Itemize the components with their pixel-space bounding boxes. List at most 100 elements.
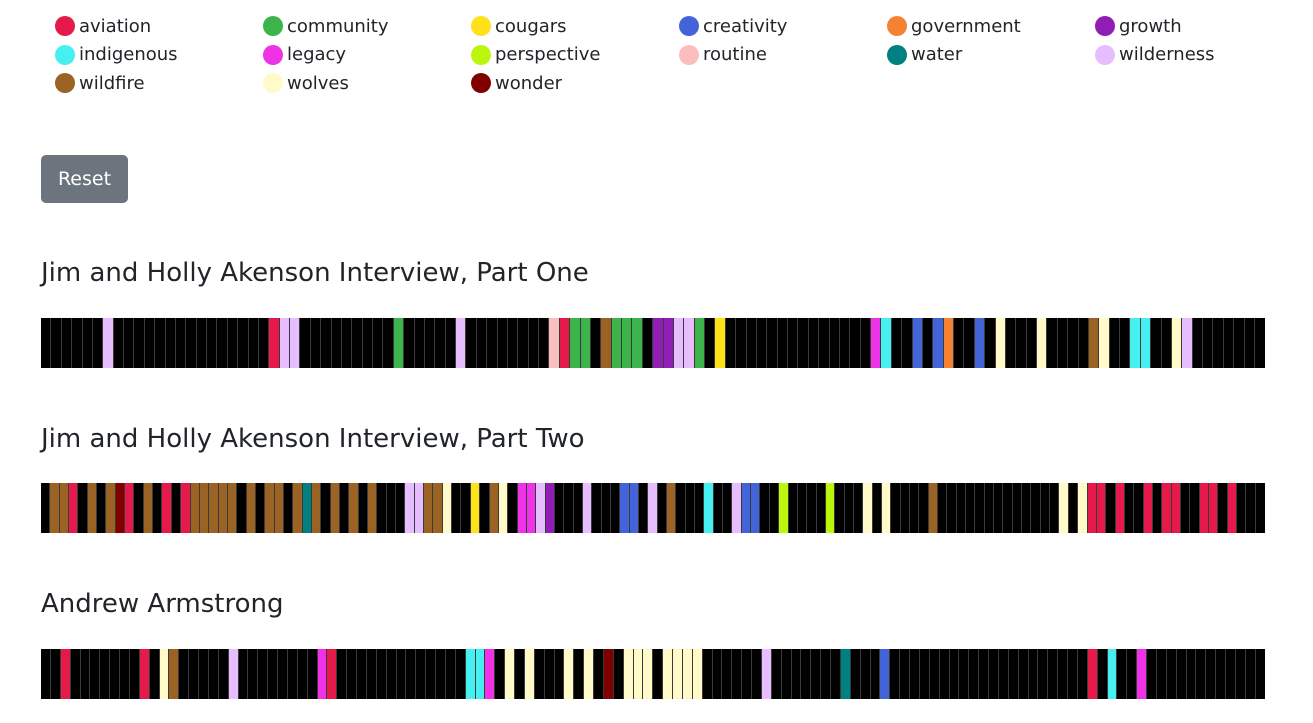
segment-untagged[interactable]: [466, 318, 477, 368]
segment-untagged[interactable]: [712, 649, 723, 699]
segment-untagged[interactable]: [821, 649, 831, 699]
segment-untagged[interactable]: [248, 318, 259, 368]
legend-item-wildfire[interactable]: wildfire: [55, 69, 263, 97]
segment-untagged[interactable]: [797, 483, 808, 533]
segment-untagged[interactable]: [573, 483, 583, 533]
segment-untagged[interactable]: [1196, 649, 1207, 699]
segment-untagged[interactable]: [92, 318, 104, 368]
segment-growth[interactable]: [653, 318, 664, 368]
segment-untagged[interactable]: [134, 483, 144, 533]
segment-untagged[interactable]: [723, 483, 733, 533]
segment-untagged[interactable]: [959, 649, 970, 699]
segment-untagged[interactable]: [300, 318, 311, 368]
legend-item-wonder[interactable]: wonder: [471, 69, 679, 97]
segment-untagged[interactable]: [816, 483, 826, 533]
segment-untagged[interactable]: [1077, 649, 1088, 699]
segment-wolves[interactable]: [505, 649, 515, 699]
segment-untagged[interactable]: [964, 318, 975, 368]
segment-untagged[interactable]: [798, 318, 809, 368]
segment-wolves[interactable]: [673, 649, 683, 699]
segment-untagged[interactable]: [592, 483, 602, 533]
segment-untagged[interactable]: [574, 649, 585, 699]
segment-untagged[interactable]: [1255, 649, 1265, 699]
segment-untagged[interactable]: [713, 483, 724, 533]
segment-legacy[interactable]: [485, 649, 496, 699]
segment-legacy[interactable]: [517, 483, 527, 533]
segment-untagged[interactable]: [949, 649, 960, 699]
segment-wolves[interactable]: [524, 649, 535, 699]
segment-wilderness[interactable]: [761, 649, 772, 699]
segment-wilderness[interactable]: [103, 318, 114, 368]
segment-aviation[interactable]: [69, 483, 79, 533]
segment-untagged[interactable]: [639, 483, 649, 533]
segment-untagged[interactable]: [113, 318, 124, 368]
legend-item-water[interactable]: water: [887, 41, 1095, 69]
segment-untagged[interactable]: [1048, 649, 1059, 699]
segment-untagged[interactable]: [922, 318, 934, 368]
segment-untagged[interactable]: [507, 318, 519, 368]
segment-untagged[interactable]: [938, 483, 948, 533]
segment-untagged[interactable]: [984, 483, 995, 533]
segment-wildfire[interactable]: [265, 483, 275, 533]
segment-untagged[interactable]: [528, 318, 539, 368]
segment-untagged[interactable]: [110, 649, 120, 699]
segment-untagged[interactable]: [601, 483, 611, 533]
segment-routine[interactable]: [549, 318, 560, 368]
segment-untagged[interactable]: [860, 318, 871, 368]
segment-untagged[interactable]: [1244, 318, 1255, 368]
segment-aviation[interactable]: [1162, 483, 1172, 533]
segment-untagged[interactable]: [1152, 483, 1163, 533]
segment-untagged[interactable]: [1234, 318, 1245, 368]
segment-aviation[interactable]: [269, 318, 280, 368]
segment-untagged[interactable]: [416, 649, 427, 699]
segment-untagged[interactable]: [1012, 483, 1023, 533]
segment-untagged[interactable]: [175, 318, 187, 368]
segment-untagged[interactable]: [41, 649, 51, 699]
segment-untagged[interactable]: [1176, 649, 1187, 699]
segment-wildfire[interactable]: [169, 649, 180, 699]
segment-untagged[interactable]: [760, 483, 770, 533]
legend-item-routine[interactable]: routine: [679, 41, 887, 69]
segment-wolves[interactable]: [1078, 483, 1088, 533]
segment-wildfire[interactable]: [928, 483, 938, 533]
segment-untagged[interactable]: [1255, 483, 1265, 533]
segment-wonder[interactable]: [603, 649, 614, 699]
segment-untagged[interactable]: [539, 318, 550, 368]
segment-untagged[interactable]: [969, 649, 980, 699]
segment-untagged[interactable]: [80, 649, 91, 699]
segment-untagged[interactable]: [258, 318, 270, 368]
segment-untagged[interactable]: [1190, 483, 1200, 533]
segment-untagged[interactable]: [340, 483, 350, 533]
segment-untagged[interactable]: [1147, 649, 1157, 699]
segment-untagged[interactable]: [1068, 318, 1079, 368]
segment-wildfire[interactable]: [424, 483, 434, 533]
segment-creativity[interactable]: [620, 483, 630, 533]
segment-aviation[interactable]: [1087, 483, 1097, 533]
segment-untagged[interactable]: [518, 318, 529, 368]
segment-untagged[interactable]: [994, 483, 1004, 533]
segment-wilderness[interactable]: [279, 318, 290, 368]
segment-untagged[interactable]: [1127, 649, 1138, 699]
legend-item-cougars[interactable]: cougars: [471, 12, 679, 40]
segment-wolves[interactable]: [995, 318, 1006, 368]
segment-untagged[interactable]: [50, 649, 61, 699]
legend-item-growth[interactable]: growth: [1095, 12, 1303, 40]
segment-untagged[interactable]: [777, 318, 788, 368]
segment-untagged[interactable]: [268, 649, 278, 699]
segment-untagged[interactable]: [78, 483, 88, 533]
segment-untagged[interactable]: [1106, 483, 1116, 533]
segment-wilderness[interactable]: [732, 483, 742, 533]
segment-untagged[interactable]: [1166, 649, 1177, 699]
segment-untagged[interactable]: [155, 318, 166, 368]
segment-untagged[interactable]: [1186, 649, 1197, 699]
segment-aviation[interactable]: [1171, 483, 1181, 533]
segment-untagged[interactable]: [144, 318, 156, 368]
segment-wilderness[interactable]: [1182, 318, 1193, 368]
segment-untagged[interactable]: [61, 318, 73, 368]
segment-aviation[interactable]: [559, 318, 571, 368]
segment-untagged[interactable]: [752, 649, 762, 699]
segment-wildfire[interactable]: [433, 483, 443, 533]
segment-wolves[interactable]: [682, 649, 693, 699]
segment-untagged[interactable]: [989, 649, 999, 699]
interview-title[interactable]: Jim and Holly Akenson Interview, Part Tw…: [41, 424, 585, 454]
